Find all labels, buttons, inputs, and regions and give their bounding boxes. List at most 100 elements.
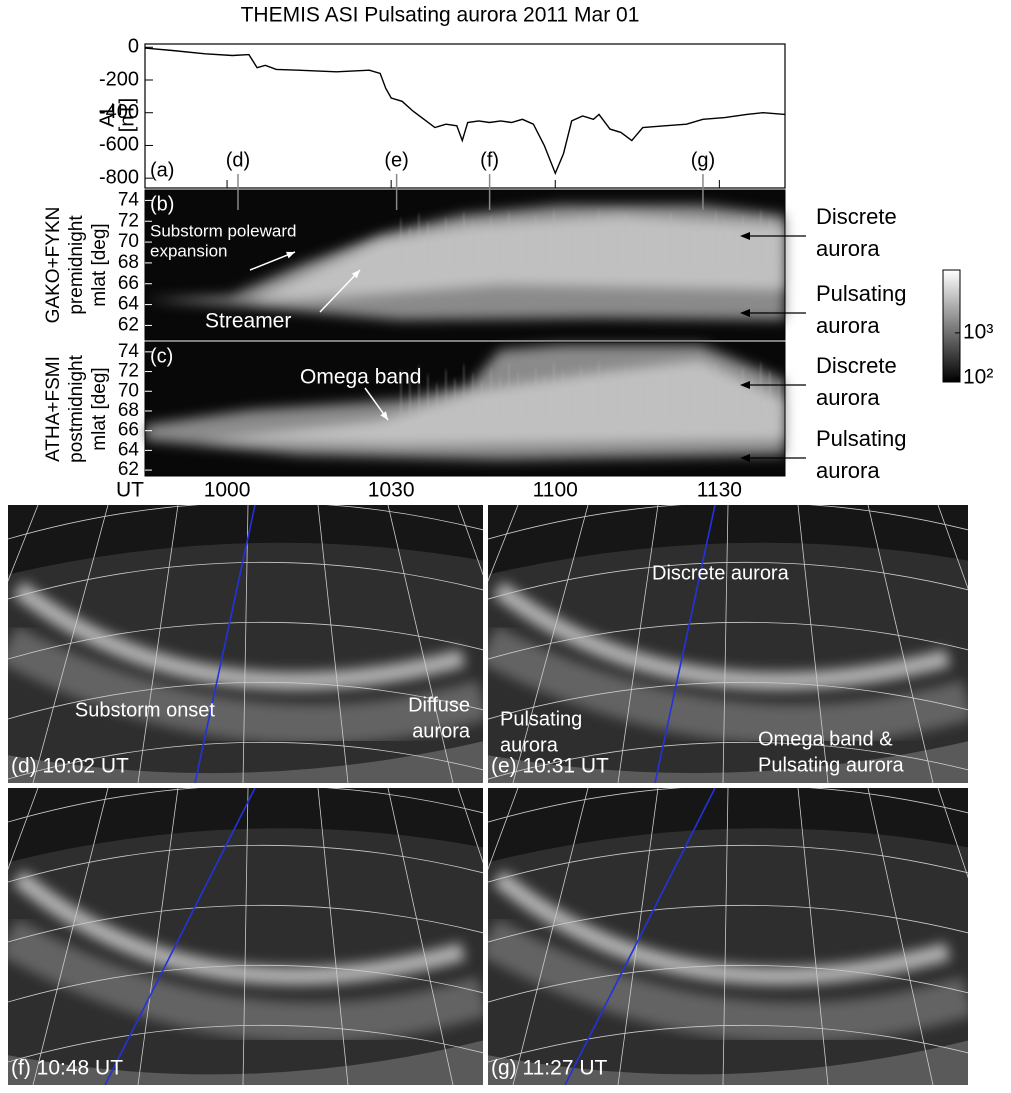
aurora-streak bbox=[489, 216, 493, 266]
y-tick-label: 66 bbox=[118, 273, 139, 294]
annotation: expansion bbox=[150, 241, 228, 260]
aurora-streak bbox=[426, 222, 430, 266]
keogram-frame bbox=[144, 189, 786, 341]
aurora-streak bbox=[723, 372, 727, 418]
aurora-streak bbox=[471, 221, 475, 266]
aurora-diffuse bbox=[8, 919, 483, 1043]
side-label: aurora bbox=[816, 458, 880, 483]
side-label: Discrete bbox=[816, 204, 897, 229]
grid-arc bbox=[488, 1024, 968, 1063]
aurora-streak bbox=[633, 222, 637, 266]
aurora-streak bbox=[561, 371, 565, 418]
aurora-streak bbox=[705, 225, 709, 266]
annotation: Discrete aurora bbox=[652, 562, 790, 584]
grid-meridian bbox=[617, 505, 659, 783]
grid-meridian bbox=[488, 505, 519, 582]
grid-meridian bbox=[867, 505, 934, 783]
y-tick-label: -200 bbox=[99, 68, 139, 90]
aurora-band-bright bbox=[200, 360, 785, 445]
grid-arc bbox=[488, 964, 968, 1003]
aurora-streak bbox=[579, 366, 583, 418]
aurora-streak bbox=[543, 224, 547, 266]
grid-meridian bbox=[317, 505, 349, 783]
grid-meridian bbox=[32, 788, 109, 1085]
grid-meridian bbox=[722, 505, 729, 783]
aurora-streak bbox=[651, 369, 655, 418]
side-label: aurora bbox=[816, 385, 880, 410]
aurora-streak bbox=[741, 215, 745, 266]
grid-meridian bbox=[797, 788, 829, 1085]
aurora-streak bbox=[480, 382, 484, 418]
plot-frame bbox=[144, 43, 786, 189]
event-marker-label: (e) bbox=[384, 149, 408, 171]
grid-arc bbox=[488, 904, 968, 943]
aurora-streak bbox=[669, 212, 673, 266]
colorbar bbox=[942, 269, 961, 383]
arrow-head bbox=[740, 232, 750, 240]
arrow-head bbox=[740, 309, 750, 317]
image-label: (d) 10:02 UT bbox=[11, 755, 129, 778]
annotation: Pulsating bbox=[500, 708, 582, 730]
grid-arc bbox=[488, 681, 968, 720]
grid-meridian bbox=[722, 788, 729, 1085]
aurora-arc bbox=[492, 870, 951, 986]
aurora-arc bbox=[12, 870, 466, 986]
keogram bbox=[144, 189, 786, 341]
grid-meridian bbox=[937, 505, 968, 590]
event-marker-label: (g) bbox=[691, 149, 715, 171]
grid-arc bbox=[8, 964, 483, 1003]
grid-arc bbox=[8, 741, 483, 780]
annotation: aurora bbox=[412, 720, 471, 742]
panel-label: (a) bbox=[150, 159, 174, 181]
image-label: (f) 10:48 UT bbox=[11, 1057, 123, 1080]
aurora-streak bbox=[732, 229, 736, 266]
aurora-streak bbox=[741, 367, 745, 418]
keogram bbox=[144, 341, 786, 477]
aurora-streak bbox=[696, 368, 700, 418]
aurora-arc bbox=[12, 581, 466, 691]
annotation: Pulsating aurora bbox=[758, 754, 905, 776]
aurora-streak bbox=[516, 372, 520, 418]
aurora-streak bbox=[408, 379, 412, 418]
aurora-streak bbox=[399, 370, 403, 418]
grid-arc bbox=[488, 505, 968, 540]
aurora-streak bbox=[651, 217, 655, 266]
panel-label: (c) bbox=[150, 345, 173, 367]
aurora-streak bbox=[453, 378, 457, 418]
y-axis-label: AL bbox=[96, 103, 118, 127]
aurora-streak bbox=[453, 226, 457, 266]
grid-arc bbox=[8, 844, 483, 883]
grid-arc bbox=[8, 681, 483, 720]
y-tick-label: 66 bbox=[118, 420, 139, 441]
aurora-streak bbox=[606, 370, 610, 418]
aurora-streak bbox=[507, 211, 511, 266]
aurora-streak bbox=[615, 227, 619, 266]
aurora-streak bbox=[498, 225, 502, 266]
grid-arc bbox=[8, 1024, 483, 1063]
annotation: Omega band bbox=[300, 366, 421, 389]
x-tick-label: 1030 bbox=[368, 479, 415, 502]
grid-meridian bbox=[387, 505, 454, 783]
separator bbox=[0, 783, 1011, 788]
aurora-streak bbox=[678, 373, 682, 418]
side-label: Discrete bbox=[816, 353, 897, 378]
grid-meridian bbox=[137, 788, 179, 1085]
y-tick-label: 72 bbox=[118, 361, 139, 382]
event-marker-label: (d) bbox=[226, 149, 250, 171]
aurora-streak bbox=[417, 365, 421, 418]
aurora-streak bbox=[543, 376, 547, 418]
x-tick-label: 1100 bbox=[533, 479, 578, 502]
y-tick-label: 68 bbox=[118, 252, 139, 273]
grid-meridian bbox=[937, 788, 968, 879]
x-tick-label: 1000 bbox=[204, 479, 251, 502]
aurora-streak bbox=[525, 229, 529, 266]
aurora-streak bbox=[750, 376, 754, 418]
aurora-streak bbox=[435, 231, 439, 266]
y-tick-label: 70 bbox=[118, 231, 139, 252]
grid-meridian bbox=[797, 505, 829, 783]
annotation: Omega band & bbox=[758, 728, 893, 750]
aurora-streak bbox=[480, 230, 484, 266]
aurora-streak bbox=[714, 363, 718, 418]
aurora-streak bbox=[597, 209, 601, 266]
grid-arc bbox=[8, 904, 483, 943]
